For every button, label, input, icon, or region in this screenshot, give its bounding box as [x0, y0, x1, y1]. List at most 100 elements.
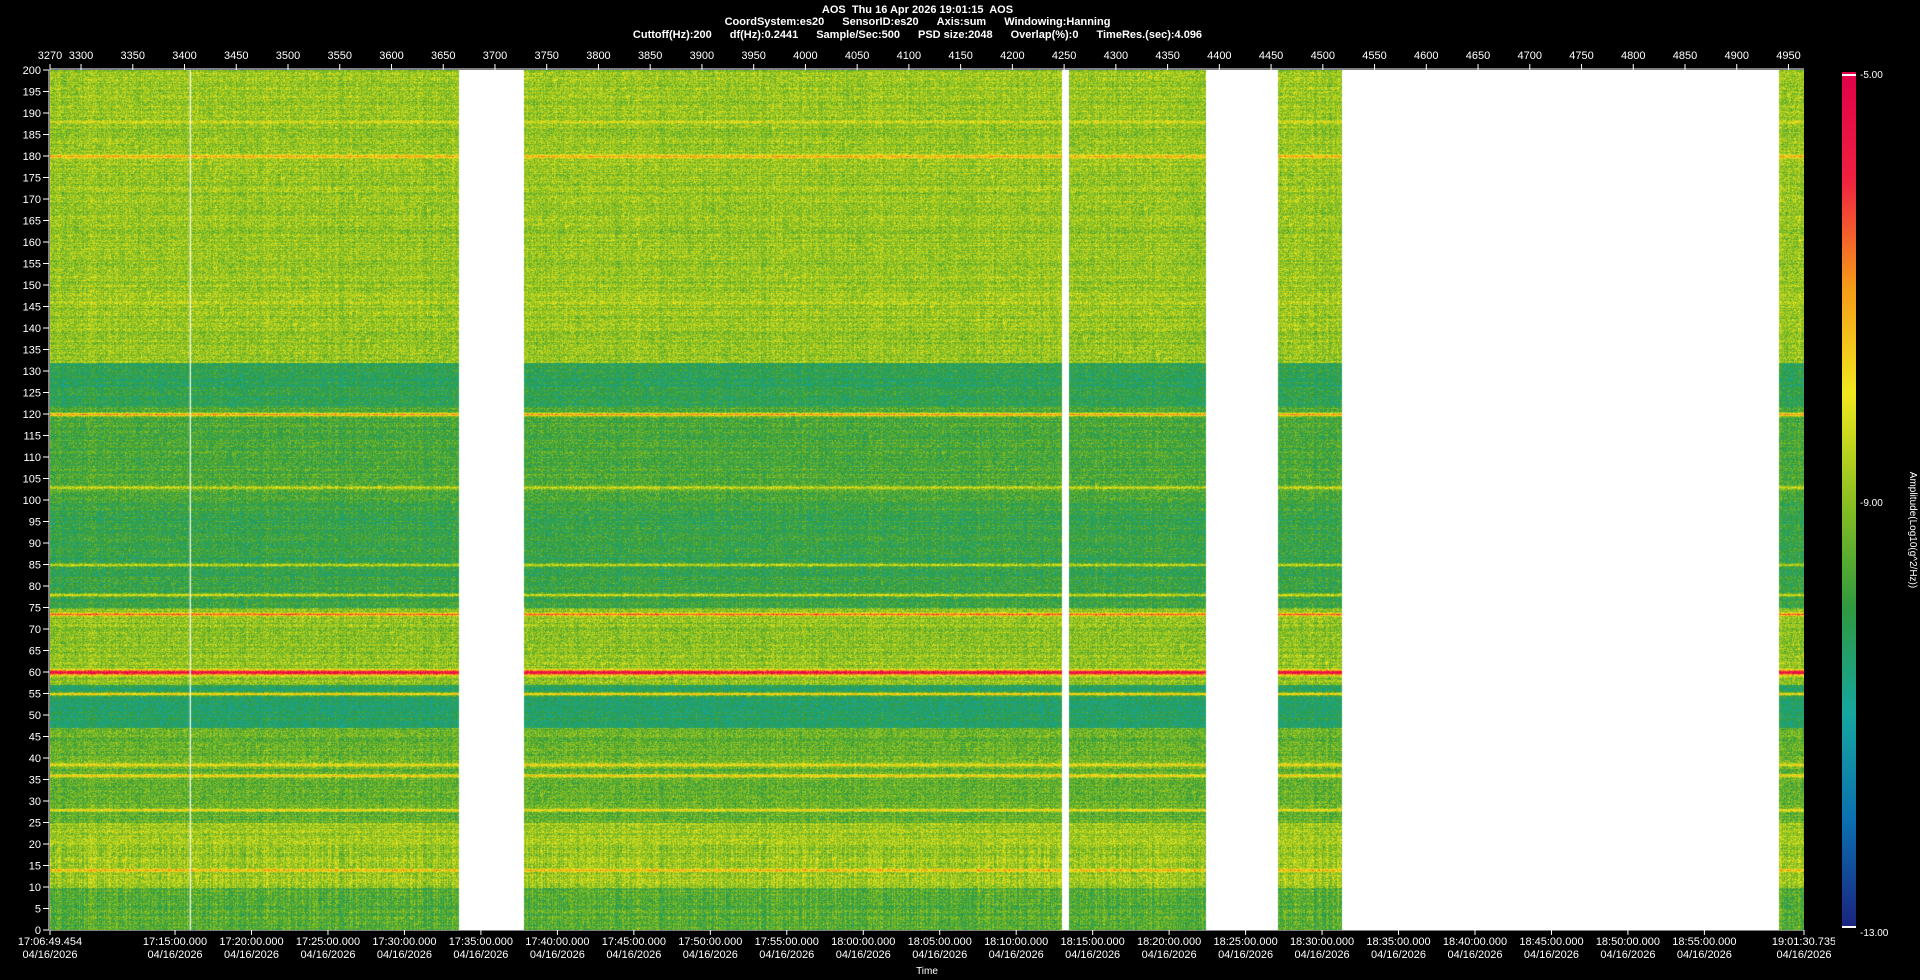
- frequency-tick-label: 90: [29, 538, 41, 550]
- date-tick-label: 04/16/2026: [148, 949, 203, 961]
- info-field: PSD size:2048: [918, 29, 993, 41]
- top-axis-tick-label: 3750: [534, 50, 558, 62]
- top-axis-tick-label: 4900: [1724, 50, 1748, 62]
- top-axis-tick-label: 3350: [121, 50, 145, 62]
- info-field: Cuttoff(Hz):200: [632, 29, 712, 41]
- frequency-tick-label: 200: [23, 65, 41, 77]
- frequency-tick-label: 30: [29, 796, 41, 808]
- frequency-tick-label: 0: [35, 925, 41, 937]
- colorbar-min-label: -13.00: [1860, 928, 1889, 939]
- top-axis-tick-label: 4350: [1155, 50, 1179, 62]
- top-axis-tick-label: 4300: [1104, 50, 1128, 62]
- time-tick-label: 19:01:30.735: [1772, 936, 1835, 948]
- date-tick-label: 04/16/2026: [1218, 949, 1273, 961]
- top-axis-tick-label: 4750: [1569, 50, 1593, 62]
- time-tick-label: 18:20:00.000: [1137, 936, 1201, 948]
- frequency-tick-label: 95: [29, 517, 41, 529]
- top-axis-tick-label: 3700: [483, 50, 507, 62]
- top-axis-tick-label: 3650: [431, 50, 455, 62]
- top-axis-tick-label: 3300: [69, 50, 93, 62]
- top-axis-tick-label: 4000: [793, 50, 817, 62]
- time-tick-label: 17:15:00.000: [143, 936, 207, 948]
- frequency-tick-label: 75: [29, 603, 41, 615]
- date-tick-label: 04/16/2026: [1065, 949, 1120, 961]
- time-tick-label: 17:50:00.000: [678, 936, 742, 948]
- frequency-tick-label: 15: [29, 861, 41, 873]
- spectrogram-plot[interactable]: [50, 70, 1804, 930]
- top-axis-tick-label: 3600: [379, 50, 403, 62]
- time-tick-label: 18:40:00.000: [1443, 936, 1507, 948]
- time-tick-label: 18:55:00.000: [1672, 936, 1736, 948]
- date-tick-label: 04/16/2026: [1142, 949, 1197, 961]
- frequency-tick-label: 80: [29, 581, 41, 593]
- time-tick-label: 17:20:00.000: [219, 936, 283, 948]
- date-tick-label: 04/16/2026: [1524, 949, 1579, 961]
- colorbar-gradient: [1842, 72, 1856, 928]
- date-tick-label: 04/16/2026: [1295, 949, 1350, 961]
- top-axis-tick-label: 4950: [1776, 50, 1800, 62]
- info-field: Windowing:Hanning: [1004, 16, 1111, 28]
- time-tick-label: 18:15:00.000: [1061, 936, 1125, 948]
- top-axis-tick-label: 4150: [948, 50, 972, 62]
- frequency-tick-label: 185: [23, 130, 41, 142]
- frequency-tick-label: 50: [29, 710, 41, 722]
- date-tick-label: 04/16/2026: [1600, 949, 1655, 961]
- frequency-axis: 0 5 10 15 20 25 30 35 40 45 50 55 60 65 70 75 80 85 90 95 10…: [23, 65, 50, 937]
- frequency-tick-label: 140: [23, 323, 41, 335]
- date-tick-label: 04/16/2026: [224, 949, 279, 961]
- time-tick-label: 17:40:00.000: [525, 936, 589, 948]
- colorbar: -5.00 -9.00 -13.00 Amplitude(Log10(g^2/Hz)): [1842, 70, 1918, 939]
- top-axis-tick-label: 4650: [1466, 50, 1490, 62]
- top-axis-tick-label: 4100: [897, 50, 921, 62]
- top-axis-tick-label: 3500: [276, 50, 300, 62]
- colorbar-label: Amplitude(Log10(g^2/Hz)): [1907, 472, 1918, 588]
- frequency-tick-label: 40: [29, 753, 41, 765]
- frequency-tick-label: 170: [23, 194, 41, 206]
- time-tick-label: 18:45:00.000: [1519, 936, 1583, 948]
- frequency-tick-label: 130: [23, 366, 41, 378]
- time-tick-label: 18:10:00.000: [984, 936, 1048, 948]
- top-axis-tick-label: 4200: [1000, 50, 1024, 62]
- top-axis-tick-label: 4850: [1673, 50, 1697, 62]
- time-tick-label: 18:35:00.000: [1366, 936, 1430, 948]
- top-axis-tick-label: 4500: [1311, 50, 1335, 62]
- top-axis-tick-label: 3400: [172, 50, 196, 62]
- frequency-tick-label: 60: [29, 667, 41, 679]
- frequency-tick-label: 125: [23, 388, 41, 400]
- acquisition-info-line-1: CoordSystem:es20 SensorID:es20 Axis:sum Win…: [0, 16, 1835, 28]
- top-axis-tick-label: 4700: [1518, 50, 1542, 62]
- time-tick-label: 18:25:00.000: [1213, 936, 1277, 948]
- date-tick-label: 04/16/2026: [1776, 949, 1831, 961]
- frequency-tick-label: 155: [23, 259, 41, 271]
- x-axis-label: Time: [916, 966, 938, 977]
- date-tick-label: 04/16/2026: [453, 949, 508, 961]
- top-axis-tick-label: 4400: [1207, 50, 1231, 62]
- date-tick-label: 04/16/2026: [759, 949, 814, 961]
- top-axis-tick-label: 3900: [690, 50, 714, 62]
- info-field: CoordSystem:es20: [724, 16, 825, 28]
- frequency-tick-label: 110: [23, 452, 41, 464]
- frequency-tick-label: 45: [29, 732, 41, 744]
- time-tick-label: 17:06:49.454: [18, 936, 82, 948]
- date-tick-label: 04/16/2026: [836, 949, 891, 961]
- time-tick-label: 18:05:00.000: [908, 936, 972, 948]
- date-tick-label: 04/16/2026: [1371, 949, 1426, 961]
- frequency-tick-label: 175: [23, 173, 41, 185]
- info-field: df(Hz):0.2441: [729, 29, 799, 41]
- frequency-tick-label: 195: [23, 87, 41, 99]
- frequency-tick-label: 180: [23, 151, 41, 163]
- frequency-tick-label: 65: [29, 646, 41, 658]
- info-field: SensorID:es20: [842, 16, 919, 28]
- acquisition-info-line-2: Cuttoff(Hz):200 df(Hz):0.2441 Sample/Sec:5…: [0, 29, 1835, 41]
- frequency-tick-label: 25: [29, 818, 41, 830]
- frequency-tick-label: 120: [23, 409, 41, 421]
- frequency-tick-label: 100: [23, 495, 41, 507]
- chart-title: AOS Thu 16 Apr 2026 19:01:15 AOS: [821, 4, 1014, 16]
- time-tick-label: 18:50:00.000: [1596, 936, 1660, 948]
- top-axis-tick-label: 4450: [1259, 50, 1283, 62]
- time-tick-label: 17:35:00.000: [449, 936, 513, 948]
- frequency-tick-label: 160: [23, 237, 41, 249]
- frequency-tick-label: 150: [23, 280, 41, 292]
- date-tick-label: 04/16/2026: [530, 949, 585, 961]
- top-axis-tick-label: 3950: [741, 50, 765, 62]
